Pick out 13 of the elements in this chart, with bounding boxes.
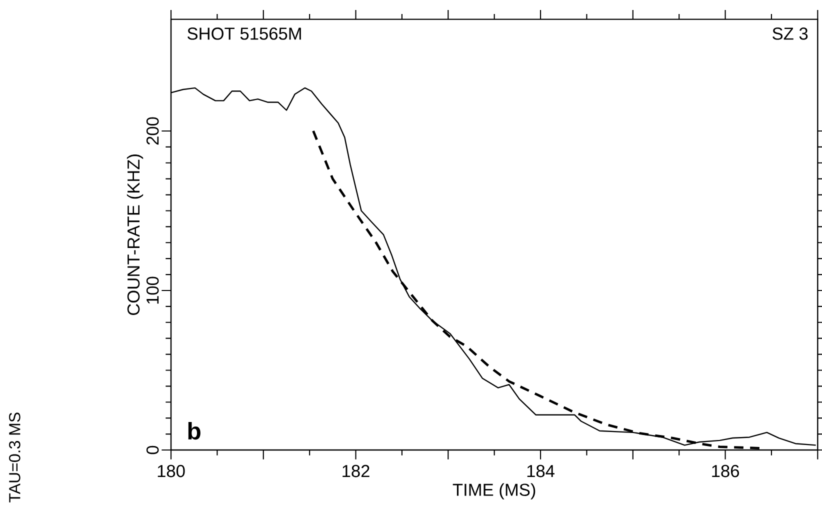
x-tick-label: 186	[712, 464, 739, 478]
annotation: b	[188, 422, 200, 440]
chart-title: SHOT 51565M	[188, 28, 301, 40]
text: TAU=0.3 MS	[9, 412, 20, 502]
x-tick-label: 182	[342, 464, 370, 478]
y-tick-label: 100	[146, 276, 159, 304]
x-axis-title: TIME (MS)	[452, 483, 536, 500]
x-tick-label: 184	[527, 464, 554, 478]
x-tick-label: 180	[158, 464, 185, 478]
annotation: SZ 3	[772, 28, 808, 40]
y-tick-label: 0	[146, 446, 159, 454]
y-tick-label: 200	[146, 117, 159, 145]
y-axis-title: COUNT-RATE (KHZ)	[126, 154, 144, 315]
